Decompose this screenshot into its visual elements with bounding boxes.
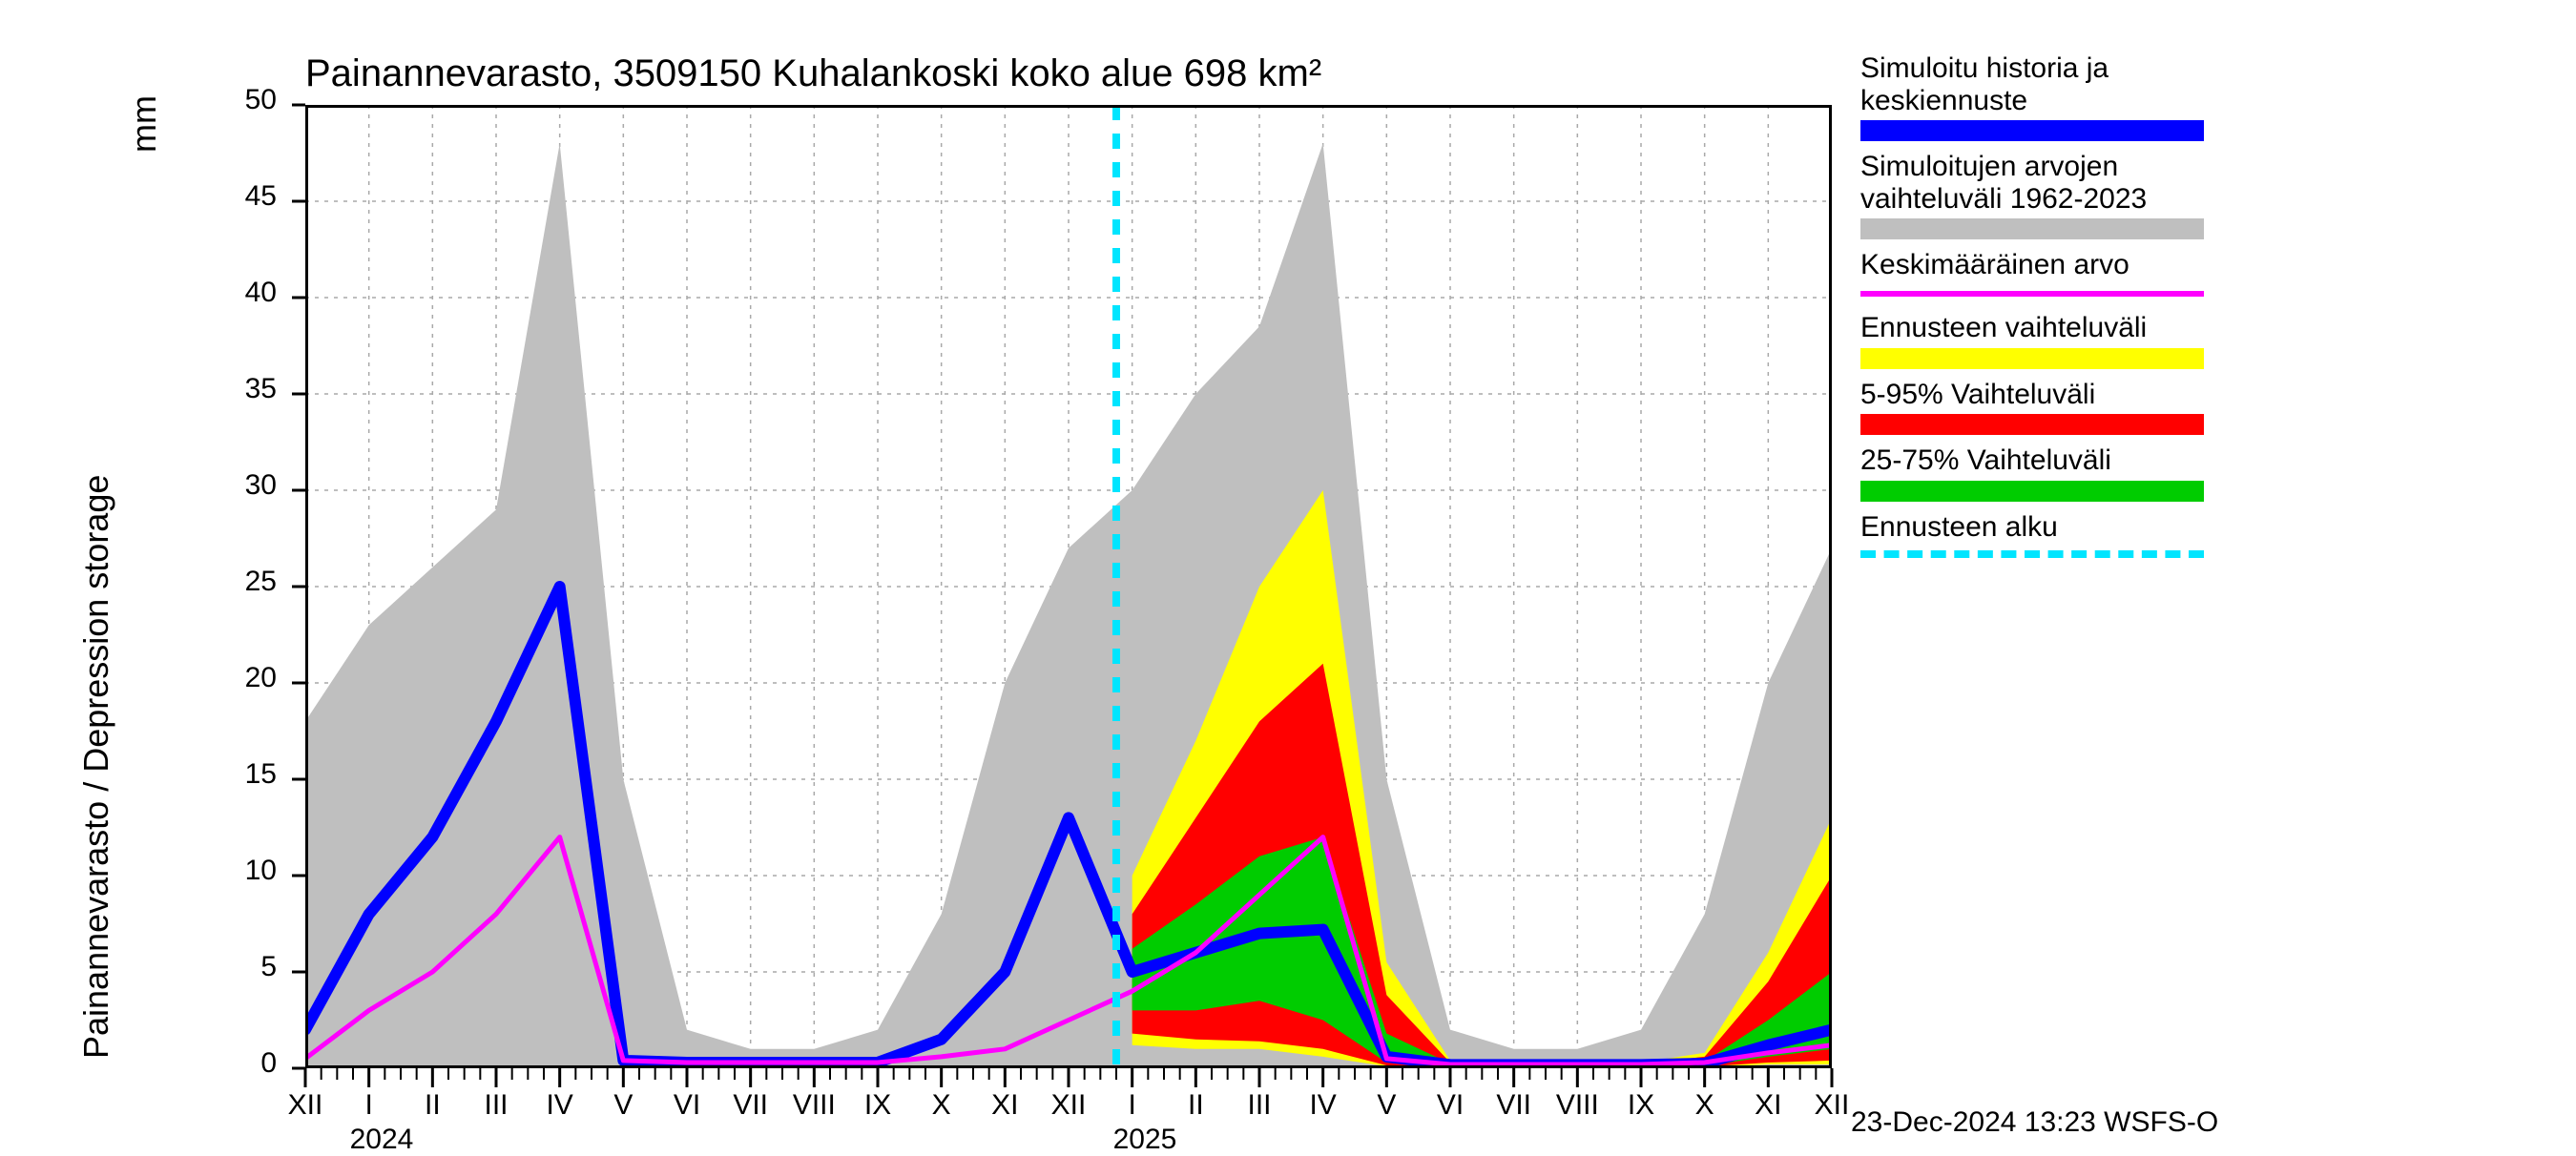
x-tick-label: III xyxy=(484,1089,508,1122)
y-tick-label: 15 xyxy=(200,758,277,791)
plot-frame xyxy=(305,105,1832,1068)
legend-label: 5-95% Vaihteluväli xyxy=(1860,379,2204,411)
y-tick-label: 25 xyxy=(200,566,277,598)
x-tick-label: I xyxy=(1128,1089,1135,1122)
legend-entry: Keskimääräinen arvo xyxy=(1860,249,2204,297)
y-tick-label: 40 xyxy=(200,277,277,309)
y-tick-label: 10 xyxy=(200,855,277,887)
legend-label: vaihteluväli 1962-2023 xyxy=(1860,183,2204,216)
x-tick-label: I xyxy=(364,1089,372,1122)
x-tick-label: XII xyxy=(1051,1089,1087,1122)
x-tick-label: VI xyxy=(1437,1089,1464,1122)
legend-swatch xyxy=(1860,481,2204,502)
legend: Simuloitu historia jakeskiennusteSimuloi… xyxy=(1860,52,2204,571)
x-tick-label: VIII xyxy=(1556,1089,1599,1122)
y-tick-label: 0 xyxy=(200,1047,277,1080)
x-tick-label: XI xyxy=(991,1089,1018,1122)
legend-label: Ennusteen alku xyxy=(1860,511,2204,544)
x-tick-label: IV xyxy=(1309,1089,1336,1122)
legend-swatch xyxy=(1860,414,2204,435)
x-tick-label: VI xyxy=(674,1089,700,1122)
y-tick-label: 50 xyxy=(200,84,277,116)
footer-timestamp: 23-Dec-2024 13:23 WSFS-O xyxy=(1851,1106,2218,1139)
y-tick-label: 5 xyxy=(200,951,277,983)
legend-swatch xyxy=(1860,291,2204,297)
legend-swatch xyxy=(1860,120,2204,141)
chart-page: Painannevarasto, 3509150 Kuhalankoski ko… xyxy=(0,0,2576,1145)
x-tick-label: IX xyxy=(864,1089,891,1122)
x-tick-label: XII xyxy=(1815,1089,1850,1122)
x-tick-label: V xyxy=(613,1089,633,1122)
legend-swatch xyxy=(1860,348,2204,369)
x-tick-label: VIII xyxy=(793,1089,836,1122)
x-tick-label: V xyxy=(1377,1089,1396,1122)
x-tick-label: XI xyxy=(1755,1089,1781,1122)
x-tick-label: VII xyxy=(1496,1089,1531,1122)
legend-swatch xyxy=(1860,550,2204,558)
x-tick-label: II xyxy=(1188,1089,1204,1122)
legend-label: 25-75% Vaihteluväli xyxy=(1860,444,2204,477)
legend-swatch xyxy=(1860,218,2204,239)
legend-entry: 25-75% Vaihteluväli xyxy=(1860,444,2204,502)
legend-entry: Simuloitujen arvojenvaihteluväli 1962-20… xyxy=(1860,151,2204,239)
legend-entry: Simuloitu historia jakeskiennuste xyxy=(1860,52,2204,141)
legend-label: Keskimääräinen arvo xyxy=(1860,249,2204,281)
x-tick-label: IX xyxy=(1628,1089,1654,1122)
y-tick-label: 45 xyxy=(200,180,277,213)
legend-label: Simuloitujen arvojen xyxy=(1860,151,2204,183)
x-tick-label: XII xyxy=(288,1089,323,1122)
legend-entry: Ennusteen alku xyxy=(1860,511,2204,559)
year-label: 2025 xyxy=(1113,1124,1177,1156)
x-tick-label: IV xyxy=(546,1089,572,1122)
y-tick-label: 20 xyxy=(200,662,277,694)
legend-label: keskiennuste xyxy=(1860,85,2204,117)
x-tick-label: VII xyxy=(733,1089,768,1122)
x-tick-label: X xyxy=(932,1089,951,1122)
legend-label: Ennusteen vaihteluväli xyxy=(1860,312,2204,344)
y-tick-label: 30 xyxy=(200,469,277,502)
legend-entry: 5-95% Vaihteluväli xyxy=(1860,379,2204,436)
x-tick-label: III xyxy=(1247,1089,1271,1122)
x-tick-label: X xyxy=(1695,1089,1714,1122)
legend-entry: Ennusteen vaihteluväli xyxy=(1860,312,2204,369)
year-label: 2024 xyxy=(350,1124,414,1156)
x-tick-label: II xyxy=(425,1089,441,1122)
legend-label: Simuloitu historia ja xyxy=(1860,52,2204,85)
y-tick-label: 35 xyxy=(200,373,277,405)
